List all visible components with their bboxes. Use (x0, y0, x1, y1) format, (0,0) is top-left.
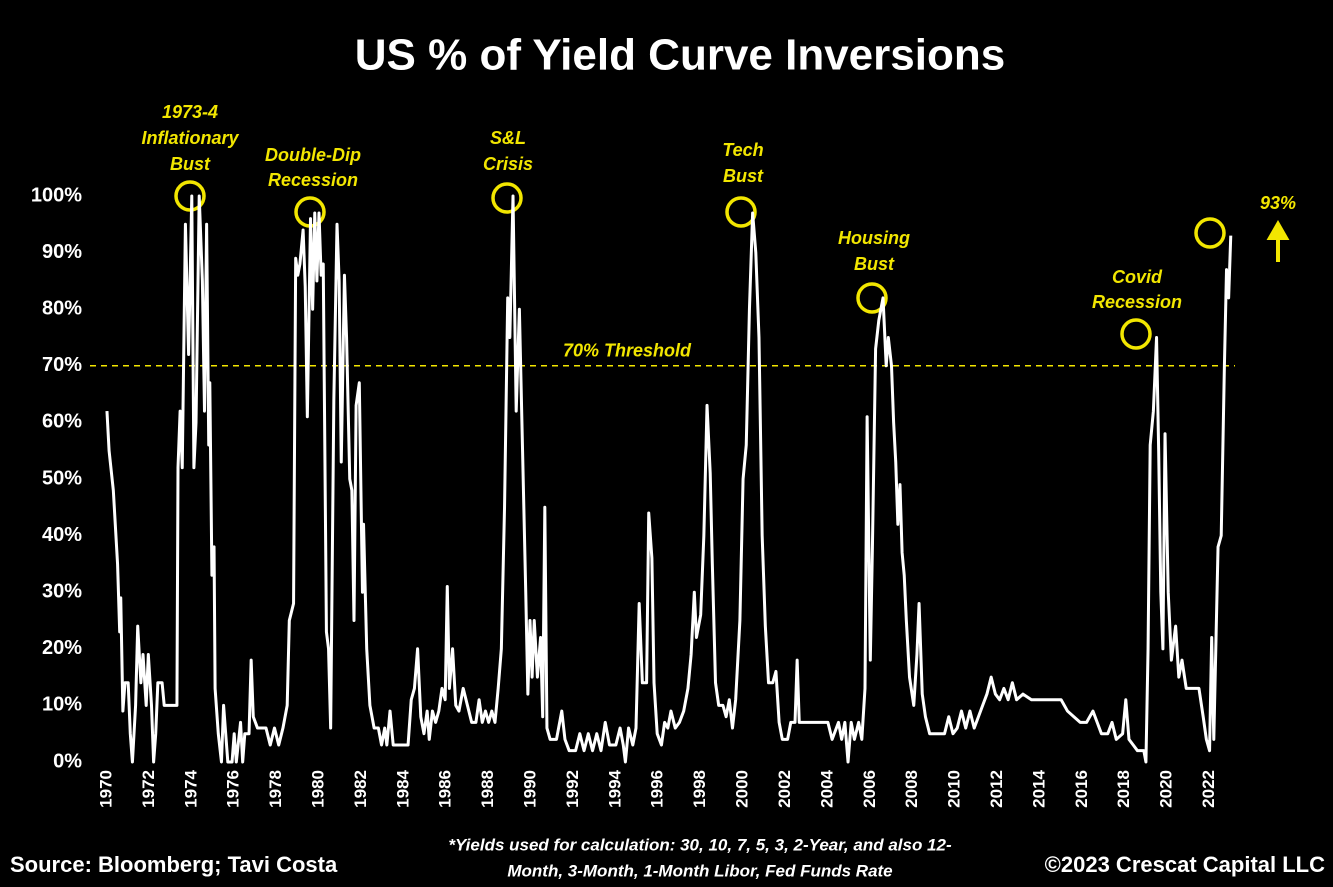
x-tick-label: 1998 (690, 770, 709, 808)
x-tick-label: 2012 (987, 770, 1006, 808)
annotation: Recession (1092, 292, 1182, 312)
y-tick-label: 10% (42, 694, 82, 716)
x-tick-label: 1976 (224, 770, 243, 808)
x-tick-label: 2016 (1072, 770, 1091, 808)
x-tick-label: 1988 (478, 770, 497, 808)
highlight-circle (491, 182, 523, 214)
footnote: *Yields used for calculation: 30, 10, 7,… (448, 835, 952, 854)
highlight-circle (856, 282, 888, 314)
annotation: Crisis (483, 154, 533, 174)
y-tick-label: 0% (53, 750, 82, 772)
x-tick-label: 1994 (605, 769, 624, 807)
annotation: S&L (490, 128, 526, 148)
up-arrow (1266, 219, 1290, 262)
x-tick-label: 1992 (563, 770, 582, 808)
x-tick-label: 2014 (1029, 769, 1048, 807)
x-tick-label: 1996 (648, 770, 667, 808)
x-tick-label: 2010 (945, 770, 964, 808)
highlight-circle (1194, 217, 1226, 249)
x-tick-label: 1970 (96, 770, 115, 808)
x-tick-label: 1974 (181, 769, 200, 807)
annotations: 1973-4 Inflationary Bust Double-Dip Rece… (141, 102, 1296, 350)
x-tick-label: 1980 (308, 770, 327, 808)
highlight-circle (1120, 318, 1152, 350)
x-tick-label: 1982 (351, 770, 370, 808)
annotation: Covid (1112, 267, 1163, 287)
annotation: Housing (838, 228, 910, 248)
latest-label: 93% (1260, 193, 1296, 213)
y-tick-label: 60% (42, 411, 82, 433)
y-tick-label: 30% (42, 580, 82, 602)
x-tick-label: 2006 (860, 770, 879, 808)
annotation: Bust (723, 166, 764, 186)
annotation: Bust (170, 154, 211, 174)
x-tick-label: 1984 (393, 769, 412, 807)
annotation: Tech (722, 140, 763, 160)
x-tick-label: 1990 (521, 770, 540, 808)
threshold-label: 70% Threshold (563, 341, 692, 361)
x-tick-label: 1978 (266, 770, 285, 808)
y-tick-label: 40% (42, 524, 82, 546)
x-tick-label: 1972 (139, 770, 158, 808)
y-tick-label: 50% (42, 467, 82, 489)
data-line (105, 194, 1233, 764)
y-tick-label: 90% (42, 241, 82, 263)
x-tick-label: 2002 (775, 770, 794, 808)
annotation: 1973-4 (162, 102, 218, 122)
annotation: Bust (854, 254, 895, 274)
y-tick-label: 100% (31, 184, 82, 206)
x-tick-label: 2022 (1199, 770, 1218, 808)
x-tick-label: 2000 (733, 770, 752, 808)
copyright: ©2023 Crescat Capital LLC (1045, 852, 1325, 877)
annotation: Double-Dip (265, 145, 361, 165)
x-tick-label: 2004 (817, 769, 836, 807)
x-tick-label: 2018 (1114, 770, 1133, 808)
annotation: Inflationary (141, 128, 239, 148)
x-tick-label: 1986 (436, 770, 455, 808)
annotation: Recession (268, 170, 358, 190)
source: Source: Bloomberg; Tavi Costa (10, 852, 338, 877)
x-tick-label: 2008 (902, 770, 921, 808)
y-tick-label: 20% (42, 637, 82, 659)
y-tick-label: 70% (42, 354, 82, 376)
highlight-circle (725, 196, 757, 228)
x-tick-label: 2020 (1157, 770, 1176, 808)
chart-title: US % of Yield Curve Inversions (355, 31, 1005, 80)
y-tick-label: 80% (42, 297, 82, 319)
footnote: Month, 3-Month, 1-Month Libor, Fed Funds… (507, 861, 892, 880)
